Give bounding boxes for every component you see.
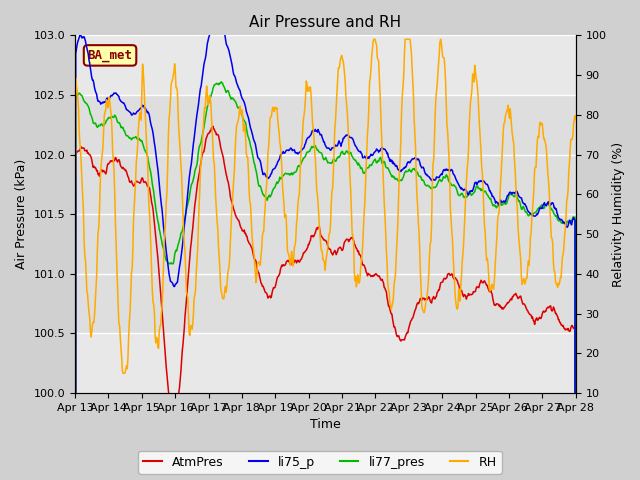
Legend: AtmPres, li75_p, li77_pres, RH: AtmPres, li75_p, li77_pres, RH	[138, 451, 502, 474]
X-axis label: Time: Time	[310, 419, 340, 432]
Text: BA_met: BA_met	[88, 49, 132, 62]
Bar	[75, 95, 576, 334]
Y-axis label: Relativity Humidity (%): Relativity Humidity (%)	[612, 142, 625, 287]
Y-axis label: Air Pressure (kPa): Air Pressure (kPa)	[15, 159, 28, 269]
Title: Air Pressure and RH: Air Pressure and RH	[250, 15, 401, 30]
